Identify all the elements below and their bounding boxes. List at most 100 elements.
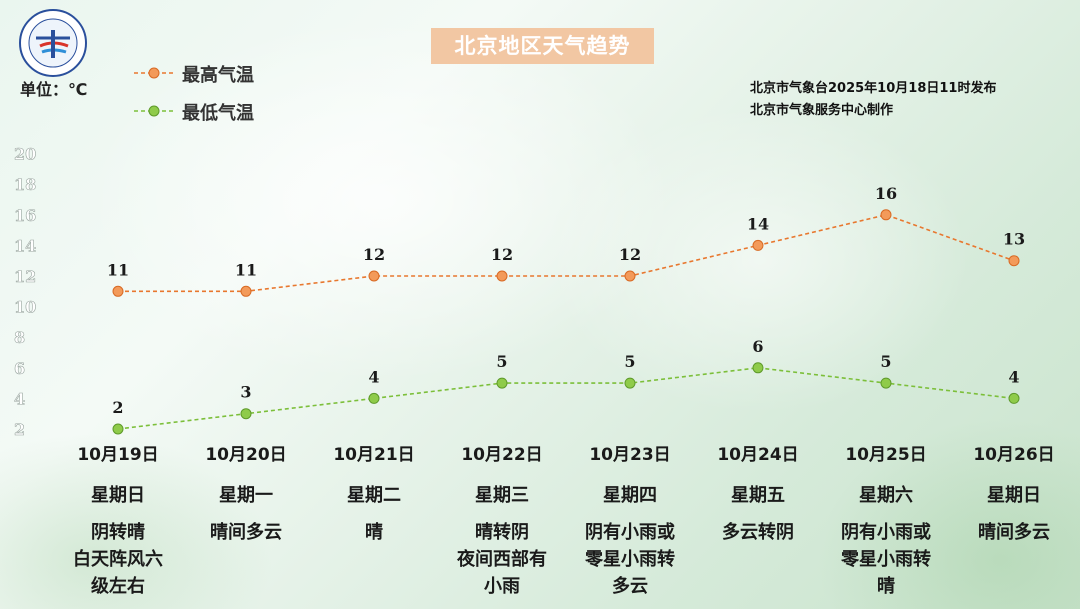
day-weather-line: 零星小雨转 [585, 549, 675, 570]
series-low-value-label-1: 3 [240, 383, 251, 402]
legend-low-marker-icon [134, 105, 174, 117]
series-low-value-label-2: 4 [368, 367, 379, 386]
series-high-point-6 [880, 209, 892, 221]
day-date: 10月25日 [845, 445, 927, 465]
y-tick-label-10: 10 [14, 298, 36, 317]
series-low-line [117, 366, 1015, 430]
series-high-value-label-0: 11 [107, 260, 129, 279]
series-low-point-3 [496, 377, 508, 389]
day-column: 10月22日 星期三晴转阴夜间西部有小雨 [438, 440, 566, 600]
day-weekday: 星期三 [475, 485, 529, 506]
day-date: 10月26日 [973, 445, 1055, 465]
series-high-line [118, 213, 1015, 293]
day-weather: 多云转阴 [694, 519, 822, 546]
series-high-value-label-6: 16 [875, 184, 897, 203]
legend-low-label: 最低气温 [182, 103, 254, 124]
series-high-value-label-3: 12 [491, 245, 513, 264]
day-date: 10月24日 [717, 445, 799, 465]
day-weather-line: 阴有小雨或 [841, 522, 931, 543]
y-tick-label-12: 12 [14, 267, 36, 286]
series-high-point-3 [496, 270, 508, 282]
day-weather-line: 多云转阴 [722, 522, 794, 543]
series-high-point-0 [112, 285, 124, 297]
series-high-value-label-7: 13 [1003, 230, 1025, 249]
y-tick-label-16: 16 [14, 206, 36, 225]
series-low-point-1 [240, 408, 252, 420]
series-low-point-6 [880, 377, 892, 389]
series-high-point-1 [240, 285, 252, 297]
day-weather-line: 小雨 [484, 576, 520, 597]
day-weather: 阴有小雨或零星小雨转晴 [822, 519, 950, 600]
series-high-value-label-4: 12 [619, 245, 641, 264]
day-date: 10月23日 [589, 445, 671, 465]
day-weekday: 星期四 [603, 485, 657, 506]
y-tick-label-2: 2 [14, 420, 25, 439]
y-tick-label-18: 18 [14, 175, 36, 194]
series-high-point-5 [752, 239, 764, 251]
day-date: 10月22日 [461, 445, 543, 465]
day-weekday: 星期日 [91, 485, 145, 506]
day-weather-line: 晴间多云 [978, 522, 1050, 543]
day-weather-line: 阴有小雨或 [585, 522, 675, 543]
day-weather-line: 阴转晴 [91, 522, 145, 543]
y-tick-label-4: 4 [14, 389, 25, 408]
series-low-value-label-6: 5 [880, 352, 891, 371]
day-weather-line: 零星小雨转 [841, 549, 931, 570]
series-low-point-0 [112, 423, 124, 435]
series-low-point-7 [1008, 392, 1020, 404]
y-tick-label-8: 8 [14, 328, 25, 347]
legend-high-marker-icon [134, 67, 174, 79]
day-weather-line: 晴间多云 [210, 522, 282, 543]
day-weather: 阴有小雨或零星小雨转多云 [566, 519, 694, 600]
series-low-point-4 [624, 377, 636, 389]
series-high-point-4 [624, 270, 636, 282]
day-date: 10月20日 [205, 445, 287, 465]
series-high-point-7 [1008, 255, 1020, 267]
day-date: 10月21日 [333, 445, 415, 465]
day-column: 10月26日 星期日晴间多云 [950, 440, 1078, 546]
source-line-1: 北京市气象台2025年10月18日11时发布 [750, 81, 997, 96]
series-low-value-label-0: 2 [112, 398, 123, 417]
day-weather-line: 级左右 [91, 576, 145, 597]
unit-label: 单位：℃ [20, 80, 88, 99]
day-weather: 晴 [310, 519, 438, 546]
day-weather-line: 晴 [877, 576, 895, 597]
series-low-value-label-7: 4 [1008, 367, 1019, 386]
day-weather: 阴转晴白天阵风六级左右 [54, 519, 182, 600]
day-column: 10月23日 星期四阴有小雨或零星小雨转多云 [566, 440, 694, 600]
day-weekday: 星期二 [347, 485, 401, 506]
day-column: 10月20日 星期一晴间多云 [182, 440, 310, 546]
y-tick-label-6: 6 [14, 359, 25, 378]
day-column: 10月21日 星期二晴 [310, 440, 438, 546]
series-low-point-2 [368, 392, 380, 404]
day-weather: 晴转阴夜间西部有小雨 [438, 519, 566, 600]
page-title: 北京地区天气趋势 [431, 28, 654, 64]
day-column: 10月19日 星期日阴转晴白天阵风六级左右 [54, 440, 182, 600]
day-column: 10月25日 星期六阴有小雨或零星小雨转晴 [822, 440, 950, 600]
series-low-point-5 [752, 362, 764, 374]
day-date: 10月19日 [77, 445, 159, 465]
day-column: 10月24日 星期五多云转阴 [694, 440, 822, 546]
y-tick-label-20: 20 [14, 145, 36, 164]
day-weekday: 星期六 [859, 485, 913, 506]
legend-high-label: 最高气温 [182, 65, 254, 86]
day-weather-line: 晴 [365, 522, 383, 543]
meteorological-service-logo-icon [19, 9, 87, 77]
series-low-value-label-3: 5 [496, 352, 507, 371]
day-weather-line: 夜间西部有 [457, 549, 547, 570]
day-weekday: 星期一 [219, 485, 273, 506]
series-high-value-label-2: 12 [363, 245, 385, 264]
day-weather-line: 多云 [612, 576, 648, 597]
series-high-value-label-1: 11 [235, 260, 257, 279]
day-weather-line: 晴转阴 [475, 522, 529, 543]
day-weather-line: 白天阵风六 [73, 549, 163, 570]
day-weekday: 星期五 [731, 485, 785, 506]
day-weather: 晴间多云 [950, 519, 1078, 546]
series-high-value-label-5: 14 [747, 214, 769, 233]
series-high-point-2 [368, 270, 380, 282]
day-weather: 晴间多云 [182, 519, 310, 546]
y-tick-label-14: 14 [14, 236, 36, 255]
day-weekday: 星期日 [987, 485, 1041, 506]
